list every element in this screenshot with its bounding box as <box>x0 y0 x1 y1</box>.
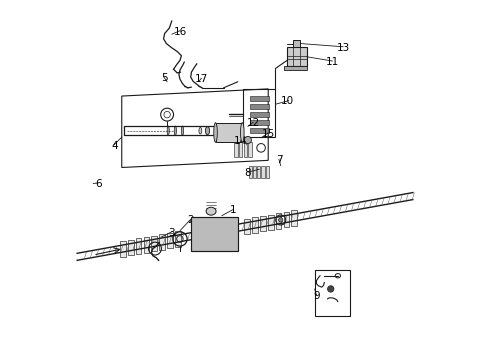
Bar <box>249 96 269 102</box>
Ellipse shape <box>181 126 184 135</box>
Polygon shape <box>260 216 266 231</box>
Bar <box>315 270 350 316</box>
Bar <box>192 217 238 251</box>
Bar <box>284 66 307 70</box>
Polygon shape <box>268 215 273 230</box>
Bar <box>248 143 252 157</box>
Ellipse shape <box>241 123 244 142</box>
Bar <box>257 166 260 178</box>
Bar <box>249 104 269 109</box>
Bar <box>287 47 307 66</box>
Bar <box>244 143 247 157</box>
Text: 13: 13 <box>337 43 350 53</box>
Text: 5: 5 <box>161 73 168 83</box>
Text: 3: 3 <box>169 228 175 238</box>
Bar <box>262 166 265 178</box>
Circle shape <box>279 218 283 222</box>
Polygon shape <box>151 236 157 251</box>
Text: 7: 7 <box>275 156 282 165</box>
Ellipse shape <box>199 127 202 134</box>
Text: 15: 15 <box>262 129 275 139</box>
Text: 12: 12 <box>247 118 261 128</box>
Text: 17: 17 <box>195 74 208 84</box>
Polygon shape <box>284 212 289 227</box>
Polygon shape <box>167 233 173 248</box>
Bar <box>253 166 256 178</box>
Bar <box>239 143 243 157</box>
Text: 2: 2 <box>187 215 194 225</box>
Ellipse shape <box>206 207 216 215</box>
Polygon shape <box>245 219 250 234</box>
Polygon shape <box>159 234 165 250</box>
Ellipse shape <box>205 127 210 135</box>
Bar <box>249 128 269 133</box>
Polygon shape <box>120 241 126 257</box>
Text: 4: 4 <box>111 141 118 151</box>
Polygon shape <box>144 237 149 252</box>
Text: 11: 11 <box>326 57 339 67</box>
Ellipse shape <box>174 126 176 135</box>
Polygon shape <box>292 210 297 226</box>
Text: 8: 8 <box>245 168 251 178</box>
Bar <box>248 166 252 178</box>
Circle shape <box>327 286 334 292</box>
Text: 6: 6 <box>95 179 102 189</box>
Text: 1: 1 <box>230 205 237 215</box>
Bar <box>249 120 269 125</box>
Bar <box>243 89 275 137</box>
Polygon shape <box>276 213 281 229</box>
Text: 16: 16 <box>173 27 187 37</box>
Polygon shape <box>136 238 142 254</box>
Bar <box>293 40 300 47</box>
Bar <box>266 166 269 178</box>
Ellipse shape <box>214 123 218 142</box>
Polygon shape <box>175 231 181 247</box>
Bar <box>249 112 269 117</box>
Ellipse shape <box>167 126 169 135</box>
Circle shape <box>245 136 251 144</box>
Bar <box>216 123 243 142</box>
Text: 10: 10 <box>281 96 294 107</box>
Bar <box>234 143 238 157</box>
Polygon shape <box>252 217 258 233</box>
Polygon shape <box>128 240 134 255</box>
Text: 9: 9 <box>313 291 320 301</box>
Text: 14: 14 <box>234 136 247 146</box>
